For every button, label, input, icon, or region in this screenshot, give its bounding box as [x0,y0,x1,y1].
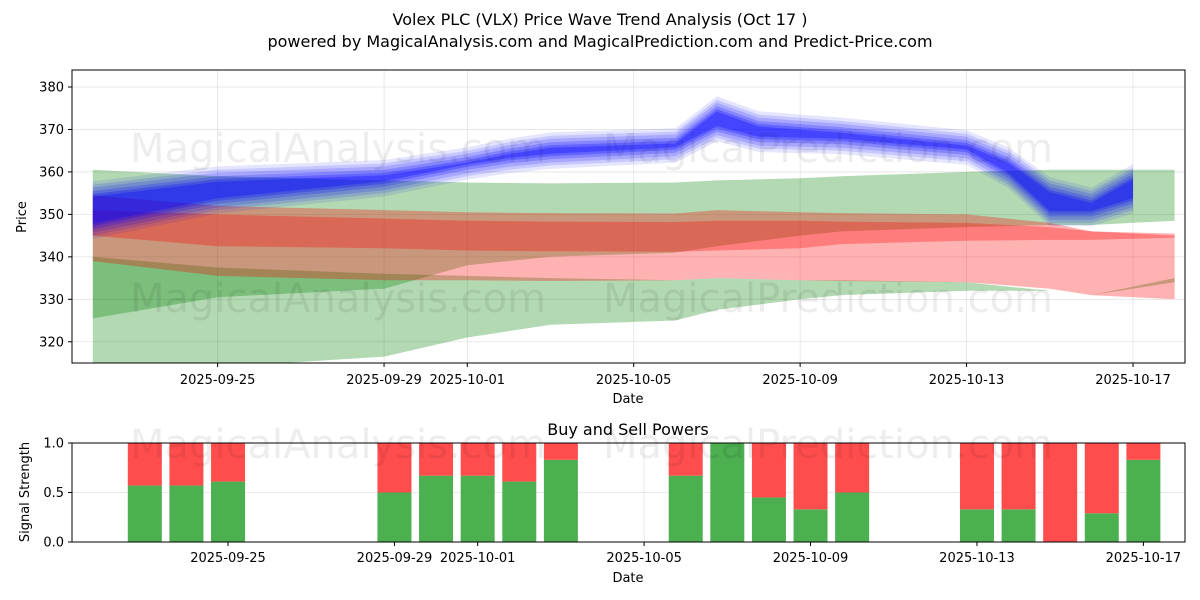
price-x-tick-label: 2025-10-09 [762,373,838,388]
signal-y-ticks: 0.0 0.5 1.0 [43,437,72,551]
price-y-tick-label: 380 [39,80,64,95]
buy-power-bar [959,509,994,542]
signal-y-tick-label: 1.0 [43,437,64,452]
watermark-analysis-bottom: MagicalAnalysis.com [130,422,546,468]
signal-chart-title: Buy and Sell Powers [547,420,709,439]
watermark-prediction-mid: MagicalPrediction.com [603,276,1053,322]
buy-power-bar [710,443,745,542]
price-y-tick-label: 340 [39,250,64,265]
buy-power-bar [1001,509,1036,542]
price-grid [72,70,1185,363]
green-band-area [92,169,1175,319]
red-band-area [92,195,1175,300]
sell-power-bar [835,443,870,493]
buy-power-bar [127,485,162,542]
blue-wave-band [92,109,1133,227]
sell-power-bar [668,443,703,476]
price-x-tick-label: 2025-10-17 [1095,373,1171,388]
signal-y-tick-label: 0.0 [43,536,64,551]
signal-x-tick-label: 2025-10-05 [606,551,682,566]
signal-x-tick-label: 2025-10-13 [939,551,1015,566]
chart-title: Volex PLC (VLX) Price Wave Trend Analysi… [393,10,808,29]
sell-power-bar [1084,443,1119,514]
signal-x-tick-label: 2025-10-01 [440,551,516,566]
buy-power-bar [377,492,412,542]
price-x-tick-label: 2025-10-01 [429,373,505,388]
buy-power-bar [460,475,495,542]
sell-power-bar [959,443,994,510]
blue-wave-band [92,102,1133,233]
signal-panel: Buy and Sell Powers MagicalAnalysis.com … [18,420,1186,586]
price-y-ticks: 320 330 340 350 360 370 380 [39,80,72,350]
price-y-tick-label: 360 [39,165,64,180]
buy-power-bar [793,509,828,542]
price-y-tick-label: 320 [39,335,64,350]
signal-bars [127,443,1161,542]
watermark-prediction-bottom: MagicalPrediction.com [603,422,1053,468]
price-panel: MagicalAnalysis.com MagicalPrediction.co… [15,69,1186,407]
sell-power-bar [751,443,786,498]
price-x-tick-label: 2025-10-05 [596,373,672,388]
price-x-axis-label: Date [612,392,643,407]
price-x-tick-label: 2025-09-29 [346,373,422,388]
price-y-tick-label: 350 [39,208,64,223]
sell-power-bar [419,443,454,476]
chart-subtitle: powered by MagicalAnalysis.com and Magic… [267,32,932,51]
sell-power-bar [127,443,162,486]
blue-wave-band [92,99,1133,236]
sell-power-bar [793,443,828,510]
sell-power-bar [211,443,246,482]
sell-power-bar [1001,443,1036,510]
buy-power-bar [543,459,578,542]
price-x-tick-label: 2025-09-25 [180,373,256,388]
signal-x-ticks: 2025-09-25 2025-09-29 2025-10-01 2025-10-05… [190,542,1181,566]
buy-power-bar [1084,513,1119,542]
signal-x-tick-label: 2025-10-09 [773,551,849,566]
red-band-inner-area [92,210,1175,252]
sell-power-bar [1043,443,1078,542]
signal-x-axis-label: Date [612,571,643,586]
buy-power-bar [211,481,246,542]
signal-y-tick-label: 0.5 [43,486,64,501]
sell-power-bar [169,443,204,486]
buy-power-bar [835,492,870,542]
signal-x-tick-label: 2025-09-29 [357,551,433,566]
signal-x-tick-label: 2025-09-25 [190,551,266,566]
sell-power-bar [1126,443,1161,460]
price-x-tick-label: 2025-10-13 [929,373,1005,388]
sell-power-bar [460,443,495,476]
price-y-tick-label: 330 [39,293,64,308]
price-y-axis-label: Price [15,201,30,233]
buy-power-bar [502,481,537,542]
watermark-prediction-top: MagicalPrediction.com [603,126,1053,172]
blue-wave-band [92,106,1133,230]
buy-power-bar [751,497,786,542]
blue-wave-band [92,96,1133,239]
buy-power-bar [419,475,454,542]
buy-power-bar [169,485,204,542]
blue-wave-band [92,111,1133,224]
sell-power-bar [543,443,578,460]
buy-power-bar [668,475,703,542]
green-band-lower-area [92,256,1175,363]
price-y-tick-label: 370 [39,123,64,138]
watermark-analysis-top: MagicalAnalysis.com [130,126,546,172]
price-plot-frame [71,69,1186,364]
signal-x-tick-label: 2025-10-17 [1106,551,1182,566]
watermark-analysis-mid: MagicalAnalysis.com [130,276,546,322]
price-x-ticks: 2025-09-25 2025-09-29 2025-10-01 2025-10-05… [180,363,1171,388]
sell-power-bar [377,443,412,493]
signal-y-axis-label: Signal Strength [18,442,33,542]
price-bands [92,96,1175,363]
sell-power-bar [502,443,537,482]
buy-power-bar [1126,459,1161,542]
